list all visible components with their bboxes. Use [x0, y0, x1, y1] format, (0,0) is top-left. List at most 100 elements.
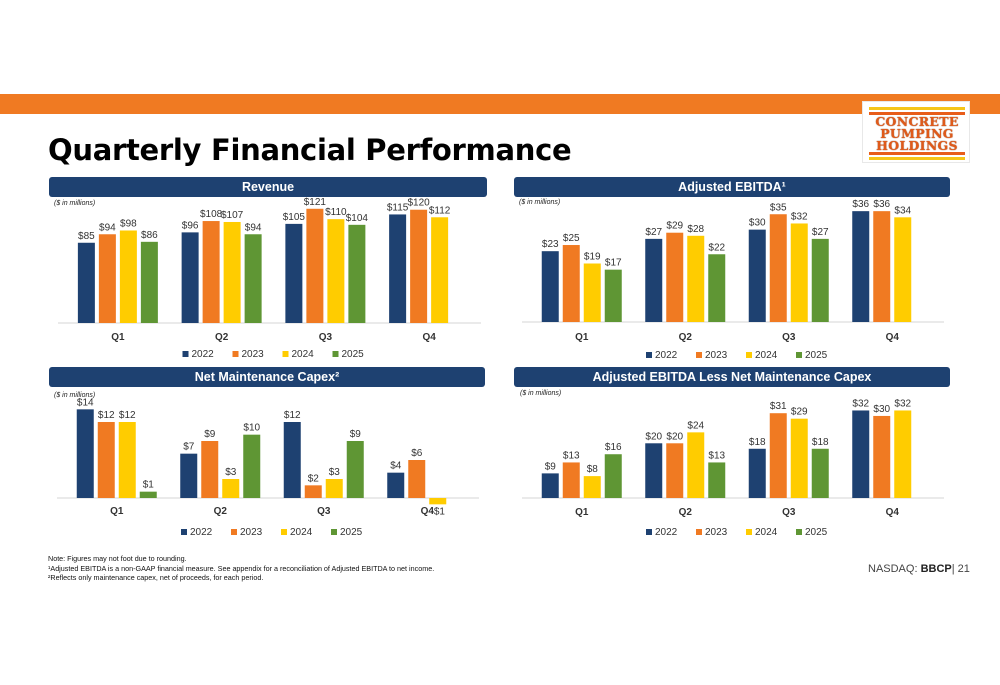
data-label: $112 — [429, 205, 451, 216]
bar-q1-2022 — [76, 409, 94, 498]
legend-swatch-2024 — [746, 529, 752, 535]
header-band — [0, 94, 1000, 114]
data-label: $19 — [584, 252, 601, 263]
data-label: $6 — [411, 448, 423, 459]
bar-q1-2025 — [139, 491, 157, 498]
data-label: $115 — [387, 202, 409, 213]
data-label: $1 — [143, 480, 155, 491]
bar-q3-2022 — [748, 448, 766, 498]
bar-q4-2022 — [852, 410, 870, 498]
bar-q4-2024 — [431, 217, 449, 323]
data-label: $18 — [749, 437, 766, 448]
bar-q2-2023 — [666, 232, 684, 322]
legend-label-2022: 2022 — [655, 527, 678, 538]
bar-q2-2022 — [180, 453, 198, 498]
data-label: $20 — [666, 431, 683, 442]
bar-q3-2023 — [304, 485, 322, 498]
data-label: $110 — [325, 207, 347, 218]
page-title: Quarterly Financial Performance — [48, 133, 572, 167]
data-label: $3 — [329, 467, 341, 478]
bar-q3-2022 — [283, 422, 301, 498]
data-label: $32 — [791, 211, 808, 222]
data-label: $10 — [243, 423, 260, 434]
data-label: $13 — [708, 450, 725, 461]
data-label: $22 — [708, 242, 725, 253]
data-label: $16 — [605, 442, 622, 453]
bar-q2-2022 — [181, 232, 199, 323]
legend-swatch-2025 — [332, 351, 339, 357]
bar-q2-2023 — [202, 221, 220, 323]
data-label: $25 — [563, 233, 580, 244]
legend-swatch-2023 — [696, 529, 702, 535]
legend-swatch-2022 — [181, 529, 187, 535]
legend-label-2025: 2025 — [805, 527, 828, 538]
legend-label-2024: 2024 — [292, 349, 315, 360]
bar-q2-2025 — [708, 254, 726, 322]
ebitda-less-capex-panel-header: Adjusted EBITDA Less Net Maintenance Cap… — [514, 367, 950, 387]
bar-q1-2022 — [541, 473, 559, 498]
legend-swatch-2024 — [746, 352, 752, 358]
legend-swatch-2024 — [281, 529, 287, 535]
data-label: $35 — [770, 202, 787, 213]
adjusted-ebitda-panel-header: Adjusted EBITDA¹ — [514, 177, 950, 197]
legend-label-2023: 2023 — [240, 527, 263, 538]
page-number: | 21 — [951, 563, 970, 575]
bar-q2-2024 — [222, 479, 240, 498]
data-label: $36 — [852, 199, 869, 210]
bar-q2-2024 — [223, 221, 241, 323]
net-maintenance-capex-units-note: ($ in millions) — [54, 392, 96, 399]
logo-text-line2: PUMPING — [880, 126, 954, 141]
legend-swatch-2023 — [231, 529, 237, 535]
legend-label-2024: 2024 — [755, 350, 778, 361]
bar-q1-2025 — [604, 454, 622, 498]
bar-q3-2023 — [769, 214, 787, 322]
bar-q3-2025 — [811, 448, 829, 498]
legend-swatch-2025 — [331, 529, 337, 535]
data-label: $14 — [77, 397, 94, 408]
legend-swatch-2023 — [232, 351, 239, 357]
data-label: $27 — [812, 227, 829, 238]
legend-swatch-2025 — [796, 352, 802, 358]
bar-q2-2025 — [708, 462, 726, 498]
data-label: $9 — [545, 461, 557, 472]
bar-q1-2025 — [604, 269, 622, 322]
category-label-q1: Q1 — [111, 332, 125, 343]
data-label: $3 — [225, 467, 237, 478]
data-label: $108 — [200, 209, 223, 220]
bar-q4-2022 — [852, 211, 870, 322]
revenue-chart: $85$94 $98$86Q1$96$108$107$94Q2$105$121$1… — [58, 197, 481, 360]
bar-q4-2022 — [389, 214, 407, 323]
data-label: $31 — [770, 401, 787, 412]
data-label: $120 — [408, 198, 431, 209]
data-label: $121 — [304, 197, 327, 208]
legend-swatch-2024 — [282, 351, 289, 357]
data-label: $23 — [542, 239, 559, 250]
category-label-q4: Q4 — [421, 506, 435, 517]
data-label: $29 — [791, 407, 808, 418]
bar-q1-2025 — [140, 241, 158, 323]
legend-swatch-2025 — [796, 529, 802, 535]
data-label: $12 — [284, 410, 301, 421]
data-label: $94 — [245, 222, 262, 233]
bar-q1-2023 — [562, 245, 580, 322]
category-label-q3: Q3 — [317, 506, 331, 517]
legend-label-2022: 2022 — [192, 349, 215, 360]
category-label-q3: Q3 — [319, 332, 333, 343]
category-label-q1: Q1 — [575, 332, 589, 343]
footnotes: Note: Figures may not foot due to roundi… — [48, 554, 434, 583]
bar-q2-2022 — [645, 443, 663, 498]
footnote-rounding: Note: Figures may not foot due to roundi… — [48, 554, 187, 563]
bar-q1-2024 — [119, 230, 137, 323]
data-label: $28 — [687, 224, 704, 235]
bar-q3-2025 — [346, 441, 364, 498]
data-label: $30 — [749, 218, 766, 229]
category-label-q3: Q3 — [782, 332, 796, 343]
data-label: $12 — [119, 410, 136, 421]
bar-q1-2024 — [583, 263, 601, 322]
legend-swatch-2023 — [696, 352, 702, 358]
legend-label-2025: 2025 — [340, 527, 363, 538]
logo-stripe — [869, 112, 965, 115]
logo-stripe — [869, 152, 965, 155]
bar-q4-2023 — [873, 415, 891, 498]
data-label: $9 — [204, 429, 216, 440]
